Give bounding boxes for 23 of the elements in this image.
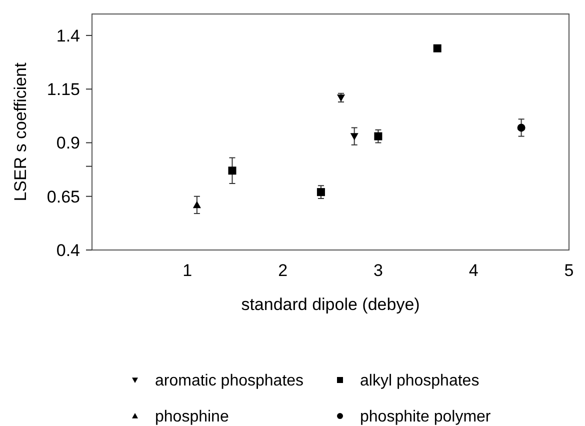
point bbox=[517, 124, 526, 132]
y-tick-label: 1.15 bbox=[46, 80, 80, 100]
legend-label: alkyl phosphates bbox=[360, 372, 480, 390]
x-tick-label: 5 bbox=[564, 261, 574, 280]
y-tick-label: 1.4 bbox=[56, 26, 80, 46]
legend-label: aromatic phosphates bbox=[155, 372, 304, 390]
point bbox=[374, 132, 382, 140]
y-axis-title: LSER s coefficient bbox=[11, 62, 30, 202]
legend-label: phosphine bbox=[155, 408, 229, 426]
point bbox=[316, 188, 325, 196]
y-tick-label: 0.4 bbox=[56, 240, 80, 260]
point bbox=[192, 200, 201, 208]
y-tick-label: 0.9 bbox=[56, 134, 80, 153]
x-tick-label: 1 bbox=[182, 261, 192, 280]
x-tick-label: 2 bbox=[278, 261, 288, 280]
legend-label: phosphite polymer bbox=[360, 408, 492, 426]
x-tick-label: 3 bbox=[373, 261, 383, 280]
y-tick-label: 0.65 bbox=[46, 187, 80, 206]
point bbox=[350, 133, 358, 140]
x-axis-title: standard dipole (debye) bbox=[241, 295, 420, 314]
x-tick-label: 4 bbox=[468, 261, 478, 280]
point bbox=[433, 44, 442, 52]
point bbox=[228, 166, 236, 175]
